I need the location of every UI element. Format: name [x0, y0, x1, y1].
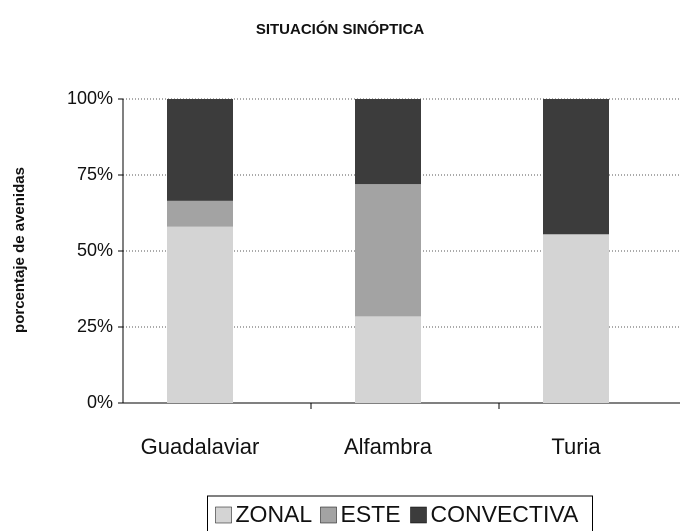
bar-segment	[543, 234, 609, 403]
bar-segment	[355, 99, 421, 185]
x-tick-label: Guadalaviar	[141, 434, 260, 459]
legend-label: ESTE	[341, 501, 401, 527]
chart-title: SITUACIÓN SINÓPTICA	[256, 20, 425, 38]
legend-swatch	[320, 506, 337, 524]
y-tick-label: 50%	[77, 240, 113, 260]
bar-segment	[167, 226, 233, 403]
legend-label: ZONAL	[236, 501, 313, 527]
y-tick-label: 75%	[77, 164, 113, 184]
bar-segment	[543, 99, 609, 235]
bar-segment	[355, 316, 421, 403]
bar-segment	[167, 200, 233, 227]
legend-swatch	[215, 506, 232, 524]
x-tick-label: Turia	[551, 434, 601, 459]
x-tick-label: Alfambra	[344, 434, 433, 459]
legend-frame	[207, 495, 593, 531]
bar-segment	[167, 99, 233, 201]
y-tick-label: 100%	[67, 88, 113, 108]
legend-swatch	[410, 506, 427, 524]
y-axis-label: porcentaje de avenidas	[11, 167, 28, 333]
y-tick-label: 25%	[77, 316, 113, 336]
legend-label: CONVECTIVA	[431, 501, 579, 527]
bar-segment	[355, 184, 421, 317]
y-tick-label: 0%	[87, 392, 113, 412]
